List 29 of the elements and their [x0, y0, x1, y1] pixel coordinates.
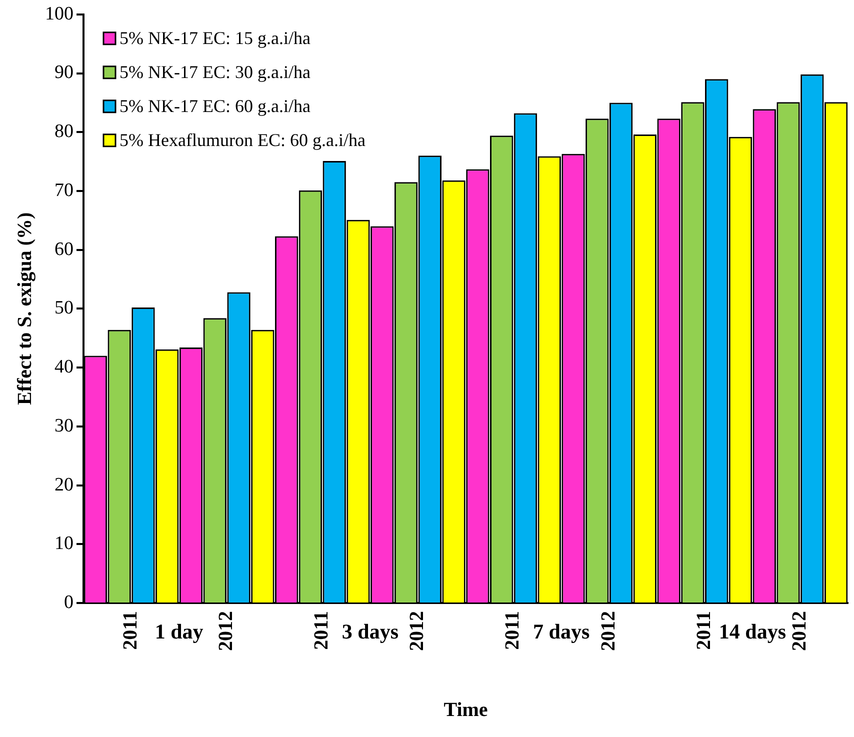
x-tick-label: 2012 [597, 611, 620, 651]
legend-label: 5% NK-17 EC: 60 g.a.i/ha [120, 96, 310, 116]
x-tick-label: 2011 [310, 611, 333, 650]
y-tick-label: 10 [54, 533, 74, 554]
legend-label: 5% Hexaflumuron EC: 60 g.a.i/ha [120, 130, 366, 150]
x-tick-label: 2012 [788, 611, 810, 651]
y-tick-label: 20 [54, 474, 74, 496]
text: 14 days [718, 619, 786, 644]
text: 7 days [533, 619, 590, 644]
x-tick-label: 2011 [119, 611, 142, 650]
text: 3 days [342, 619, 398, 644]
text: 1 day [154, 619, 204, 644]
y-axis-title: Effect to S. exigua (%) [14, 212, 36, 406]
y-tick-label: 80 [54, 121, 74, 142]
x-axis-title: Time [444, 699, 488, 722]
x-tick-label: 2012 [406, 611, 428, 651]
y-tick-label: 50 [54, 298, 74, 319]
y-tick-label: 30 [54, 415, 74, 436]
y-tick-label: 60 [54, 238, 74, 260]
y-tick-label: 0 [64, 592, 74, 613]
legend-label: 5% NK-17 EC: 15 g.a.i/ha [120, 28, 310, 48]
y-tick-label: 70 [54, 180, 74, 201]
x-tick-label: 2012 [215, 611, 238, 651]
y-tick-label: 100 [45, 3, 74, 24]
legend-label: 5% NK-17 EC: 30 g.a.i/ha [120, 62, 310, 82]
x-tick-label: 2011 [692, 611, 715, 650]
y-tick-label: 90 [54, 62, 74, 84]
y-tick-label: 40 [54, 356, 74, 378]
x-tick-label: 2011 [502, 611, 524, 650]
